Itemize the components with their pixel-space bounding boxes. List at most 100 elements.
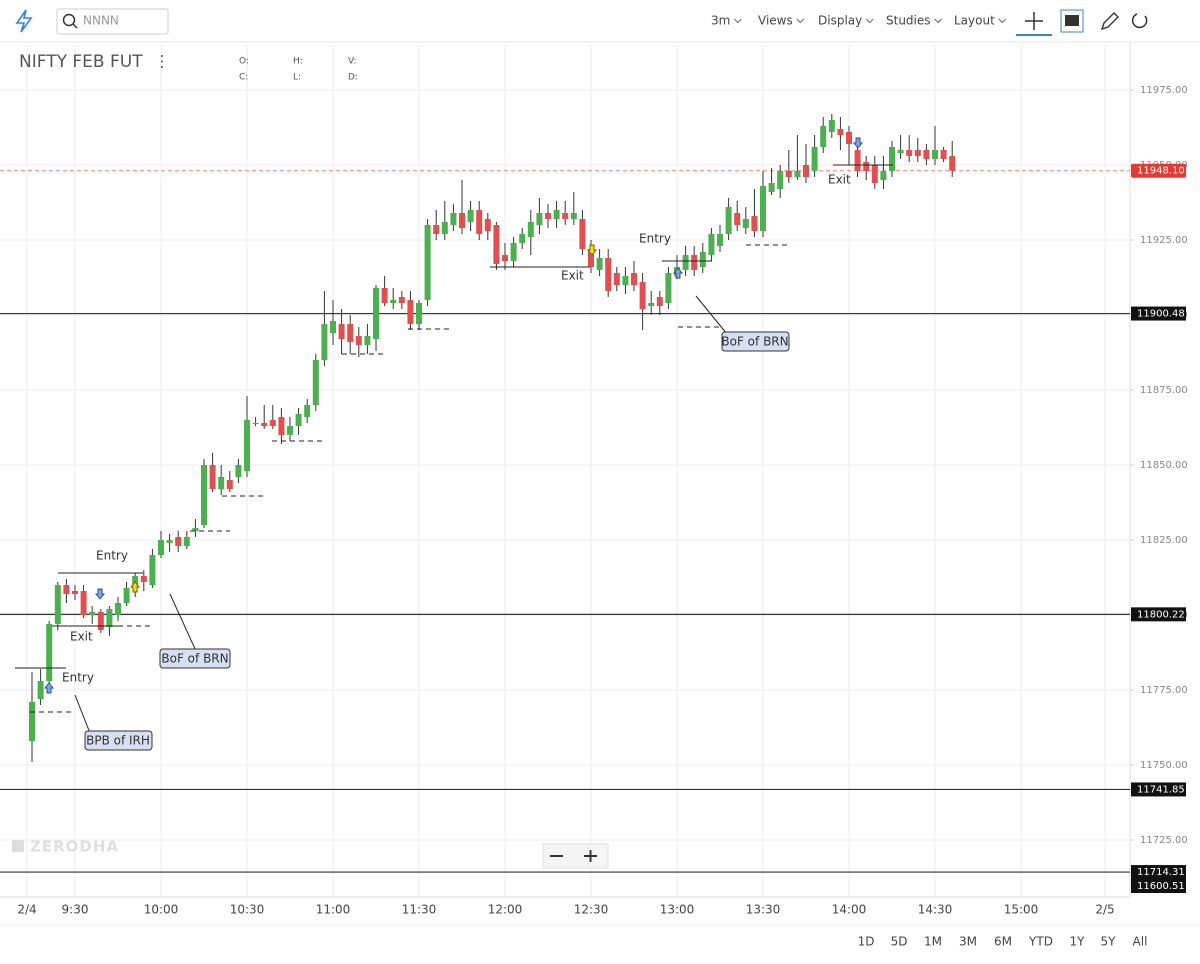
candle-body (476, 210, 483, 234)
draw-icon[interactable] (1100, 12, 1119, 31)
candle-body (149, 555, 156, 585)
candle-body (373, 288, 379, 339)
candle-body (218, 477, 225, 489)
candle-body (828, 120, 835, 132)
range-button[interactable]: All (1133, 935, 1148, 949)
candle-body (803, 165, 809, 177)
menu-item[interactable]: Views (758, 14, 793, 28)
candle-body (897, 150, 904, 153)
candle-body (562, 213, 569, 219)
x-tick-label: 15:00 (1004, 903, 1039, 917)
symbol-menu[interactable]: ⋮ (154, 52, 170, 71)
annotation: BPB of IRH (86, 734, 150, 748)
candle-body (269, 420, 276, 426)
candle-body (760, 186, 766, 231)
candle-body (914, 150, 921, 156)
candle-body (880, 171, 887, 180)
candle-body (183, 537, 190, 546)
candle-body (923, 150, 930, 159)
sell-arrow (586, 244, 598, 256)
range-button[interactable]: YTD (1028, 935, 1053, 949)
annotation: BoF of BRN (721, 335, 788, 349)
candle-body (312, 360, 319, 405)
candle-body (347, 324, 354, 342)
candle-body (648, 303, 655, 306)
candle-body (889, 147, 895, 171)
annotation: Exit (561, 269, 584, 283)
price-level-tag (1131, 782, 1186, 797)
reset-icon[interactable] (1131, 13, 1148, 29)
callout-pointer (74, 694, 91, 734)
price-level-label: 11800.22 (1137, 609, 1185, 620)
menu-caret (733, 18, 742, 24)
candle-body (940, 150, 947, 159)
menu-item[interactable]: 3m (711, 14, 730, 28)
candle-body (175, 537, 182, 546)
candle-body (364, 336, 371, 345)
menu-item[interactable]: Layout (954, 14, 995, 28)
annotation: Entry (96, 549, 128, 563)
candle-body (777, 171, 784, 189)
candle-body (80, 591, 87, 615)
candle-body (510, 243, 517, 261)
search-icon (72, 23, 78, 29)
candle-body (115, 603, 121, 615)
candle-body (398, 297, 405, 303)
menu-item[interactable]: Studies (886, 14, 931, 28)
search-icon (62, 13, 76, 27)
candle-body (639, 282, 646, 309)
candle-body (613, 273, 620, 285)
range-button[interactable]: 6M (994, 935, 1012, 949)
candle-body (441, 222, 448, 234)
x-tick-label: 2/5 (1095, 903, 1114, 917)
candle-body (536, 213, 543, 225)
range-button[interactable]: 3M (959, 935, 977, 949)
crosshair-icon[interactable] (1025, 12, 1043, 30)
range-button[interactable]: 5Y (1101, 935, 1117, 949)
candle-body (244, 420, 250, 471)
range-button[interactable]: 1D (858, 935, 875, 949)
candle-body (656, 297, 663, 306)
callout-box (159, 648, 231, 669)
annotation: Exit (70, 630, 93, 644)
candle-body (631, 273, 637, 285)
x-tick-label: 10:30 (230, 903, 265, 917)
y-tick-label: 11925.00 (1140, 235, 1188, 246)
range-button[interactable]: 1M (924, 935, 942, 949)
candle-body (484, 219, 491, 231)
candle-body (742, 219, 749, 228)
candle-body (527, 222, 534, 237)
y-tick-label: 11850.00 (1140, 460, 1188, 471)
callout-box (84, 730, 153, 751)
range-button[interactable]: 5D (891, 935, 908, 949)
buy-arrow (43, 682, 55, 694)
candle-body (502, 255, 508, 261)
x-tick-label: 13:30 (746, 903, 781, 917)
candle-body (734, 213, 741, 225)
candle-body (123, 588, 130, 603)
candle-body (72, 591, 78, 594)
search-text: NNNN (83, 14, 119, 28)
candle-body (338, 324, 345, 339)
candle-body (424, 225, 431, 300)
candle-body (287, 426, 293, 435)
search-box[interactable] (56, 8, 169, 35)
price-level-label: 11714.31 (1137, 867, 1185, 878)
callout-box (721, 331, 790, 352)
menu-item[interactable]: Display (818, 14, 862, 28)
candle-body (201, 465, 207, 525)
sell-arrow (94, 588, 106, 600)
candle-body (949, 156, 956, 171)
ohlc-field: O: (239, 57, 249, 67)
x-tick-label: 9:30 (62, 903, 89, 917)
y-tick-label: 11750.00 (1140, 760, 1188, 771)
logo-icon[interactable] (15, 9, 33, 33)
candle-body (717, 234, 723, 246)
candle-body (192, 528, 199, 531)
candle-body (381, 288, 388, 303)
x-tick-label: 11:00 (316, 903, 351, 917)
range-button[interactable]: 1Y (1070, 935, 1086, 949)
zoom-in-button[interactable] (584, 850, 597, 862)
ohlc-field: H: (293, 57, 303, 67)
x-tick-label: 12:30 (574, 903, 609, 917)
